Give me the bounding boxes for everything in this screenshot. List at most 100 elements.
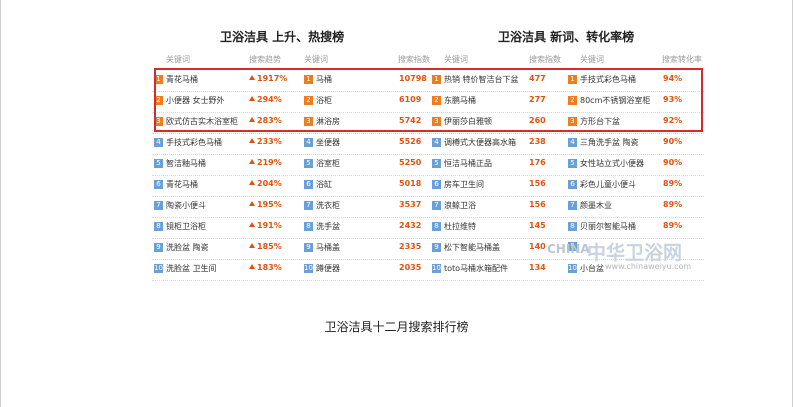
conversion-value: 92% (663, 116, 683, 125)
hot-index-cell: 2335 (399, 242, 421, 251)
trend-value: 219% (257, 158, 282, 167)
hot-keyword-cell: 6 浴缸 (304, 179, 332, 190)
keyword: 蹲便器 (316, 264, 340, 273)
hot-keyword-cell: 1 马桶 (304, 74, 332, 85)
conversion-keyword-cell: 6 彩色儿童小便斗 (568, 179, 636, 190)
hot-index-cell: 2035 (399, 263, 421, 272)
hot-keyword-cell: 2 浴柜 (304, 95, 332, 106)
keyword: 青花马桶 (166, 75, 198, 84)
trend-value: 1917% (257, 74, 288, 83)
rank-badge: 5 (432, 159, 441, 168)
trend-up-arrow-icon (249, 180, 255, 185)
table-row: 7 陶瓷小便斗 195% 7 洗衣柜 3537 7 浪鲸卫浴 156 7 颜墨木业 89% (152, 196, 704, 218)
rank-badge: 5 (304, 159, 313, 168)
keyword: 手技式彩色马桶 (580, 75, 636, 84)
keyword: 东鹏马桶 (444, 96, 476, 105)
trend-up-arrow-icon (249, 243, 255, 248)
keyword: 彩色儿童小便斗 (580, 180, 636, 189)
new-index-cell: 156 (529, 200, 546, 209)
table-row: 8 镜柜卫浴柜 191% 8 洗手盆 2432 8 杜拉维特 145 8 贝丽尔智能马桶 89% (152, 217, 704, 239)
rank-badge: 4 (154, 138, 163, 147)
rank-badge: 4 (432, 138, 441, 147)
rank-badge: 1 (432, 75, 441, 84)
hot-keyword-cell: 9 马桶盖 (304, 242, 340, 253)
keyword: 洗手盆 (316, 222, 340, 231)
table-row: 10 洗脸盆 卫生间 183% 10 蹲便器 2035 10 toto马桶水箱配件 134 10 小… (152, 259, 704, 281)
search-index-value: 6109 (399, 95, 422, 104)
rising-keyword-cell: 8 镜柜卫浴柜 (154, 221, 206, 232)
keyword: 浴柜 (316, 96, 332, 105)
conversion-keyword-cell: 4 三角洗手盆 陶瓷 (568, 137, 639, 148)
rising-keyword-cell: 10 洗脸盆 卫生间 (154, 263, 217, 274)
rank-badge: 9 (154, 243, 163, 252)
conversion-rate-cell: 94% (663, 74, 682, 83)
header-conversion: 搜索转化率 (662, 55, 702, 64)
keyword: 洗脸盆 卫生间 (166, 264, 217, 273)
keyword: 镜柜卫浴柜 (166, 222, 206, 231)
conversion-keyword-cell: 1 手技式彩色马桶 (568, 74, 636, 85)
search-index-value: 140 (529, 242, 546, 251)
table-row: 6 青花马桶 204% 6 浴缸 5018 6 房车卫生间 156 6 彩色儿童小便斗 89% (152, 175, 704, 197)
trend-value: 283% (257, 116, 282, 125)
watermark-url: www.chinaweiyu.com (605, 262, 692, 271)
conversion-value: 90% (663, 137, 683, 146)
rank-badge: 2 (304, 96, 313, 105)
new-keyword-cell: 3 伊丽莎白雅顿 (432, 116, 492, 127)
keyword: 洗脸盆 陶瓷 (166, 243, 209, 252)
rank-badge: 8 (154, 222, 163, 231)
rank-badge: 6 (154, 180, 163, 189)
keyword: 马桶 (316, 75, 332, 84)
header-keyword-3: 关键词 (444, 55, 468, 64)
trend-cell: 204% (249, 179, 282, 188)
rank-badge: 9 (432, 243, 441, 252)
rank-badge: 3 (304, 117, 313, 126)
table-row: 1 青花马桶 1917% 1 马桶 10798 1 热销 特价智洁台下盆 477 1 手技式彩色马桶… (152, 70, 704, 92)
new-keyword-cell: 5 恒洁马桶正品 (432, 158, 492, 169)
trend-cell: 185% (249, 242, 282, 251)
trend-value: 185% (257, 242, 282, 251)
header-index-2: 搜索指数 (529, 55, 561, 64)
trend-cell: 195% (249, 200, 282, 209)
new-keyword-cell: 10 toto马桶水箱配件 (432, 263, 508, 274)
keyword: 浴缸 (316, 180, 332, 189)
rank-badge: 6 (304, 180, 313, 189)
rank-badge: 9 (304, 243, 313, 252)
rank-badge: 1 (154, 75, 163, 84)
rank-badge: 10 (432, 264, 441, 273)
rising-keyword-cell: 1 青花马桶 (154, 74, 198, 85)
table-row: 5 智洁釉马桶 219% 5 浴室柜 5250 5 恒洁马桶正品 176 5 女性站立式小便器 90% (152, 154, 704, 176)
search-index-value: 3537 (399, 200, 422, 209)
keyword: 浪鲸卫浴 (444, 201, 476, 210)
rank-badge: 8 (432, 222, 441, 231)
table-row: 9 洗脸盆 陶瓷 185% 9 马桶盖 2335 9 松下智能马桶盖 140 9 (152, 238, 704, 260)
rising-keyword-cell: 3 欧式仿古实木浴室柜 (154, 116, 238, 127)
rank-badge: 3 (568, 117, 577, 126)
keyword: 伊丽莎白雅顿 (444, 117, 492, 126)
table-row: 4 手技式彩色马桶 233% 4 坐便器 5526 4 调樽式大便器高水箱 238 4 三角洗手盆 … (152, 133, 704, 155)
conversion-keyword-cell: 3 方形台下盆 (568, 116, 620, 127)
new-index-cell: 176 (529, 158, 546, 167)
rank-badge: 5 (568, 159, 577, 168)
conversion-keyword-cell: 9 (568, 242, 580, 251)
trend-value: 195% (257, 200, 282, 209)
rank-badge: 2 (432, 96, 441, 105)
rank-badge: 2 (568, 96, 577, 105)
new-keyword-cell: 9 松下智能马桶盖 (432, 242, 500, 253)
rank-badge: 2 (154, 96, 163, 105)
trend-value: 183% (257, 263, 282, 272)
table-row: 2 小便器 女士野外 294% 2 浴柜 6109 2 东鹏马桶 277 2 80cm不锈钢浴室柜 9… (152, 91, 704, 113)
rank-badge: 10 (568, 264, 577, 273)
hot-index-cell: 5250 (399, 158, 421, 167)
rank-badge: 6 (568, 180, 577, 189)
conversion-rate-cell: 89% (663, 221, 682, 230)
hot-keyword-cell: 4 坐便器 (304, 137, 340, 148)
rank-badge: 8 (304, 222, 313, 231)
hot-keyword-cell: 7 洗衣柜 (304, 200, 340, 211)
new-index-cell: 140 (529, 242, 546, 251)
table-row: 3 欧式仿古实木浴室柜 283% 3 淋浴房 5742 3 伊丽莎白雅顿 260 3 方形台下盆 92… (152, 112, 704, 134)
trend-up-arrow-icon (249, 159, 255, 164)
rising-keyword-cell: 4 手技式彩色马桶 (154, 137, 222, 148)
rising-keyword-cell: 9 洗脸盆 陶瓷 (154, 242, 209, 253)
conversion-keyword-cell: 10 小台盆 (568, 263, 604, 274)
rank-badge: 8 (568, 222, 577, 231)
